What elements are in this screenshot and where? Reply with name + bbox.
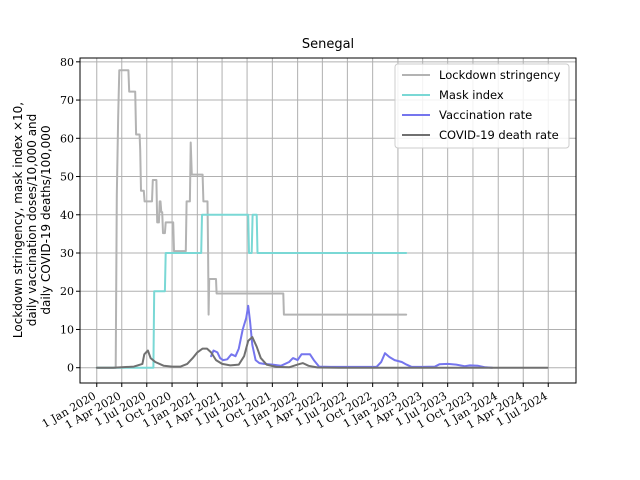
legend: Lockdown stringency Mask index Vaccinati… [394,63,570,149]
y-axis-label: Lockdown stringency, mask index ×10, dai… [11,102,53,338]
series-line-mask-index [95,213,408,369]
chart-title: Senegal [302,37,354,52]
y-tick-label: 60 [60,132,74,145]
plot-frame [79,57,577,384]
series-line-lockdown-stringency [95,69,408,369]
series-layer [95,69,549,369]
series-line-covid-19-death-rate [95,336,549,369]
y-axis-label-line-3: daily COVID-19 deaths/100,000 [39,125,53,314]
y-tick-label: 70 [60,94,74,107]
legend-item-mask: Mask index [402,88,504,102]
legend-label-deaths: COVID-19 death rate [439,128,559,142]
y-tick-label: 10 [60,323,74,336]
y-tick-label: 20 [60,285,74,298]
legend-label-mask: Mask index [439,88,504,102]
y-axis: 0 10 20 30 40 50 60 70 80 [60,56,80,375]
legend-item-deaths: COVID-19 death rate [402,128,559,142]
y-tick-label: 0 [67,362,74,375]
y-tick-label: 80 [60,56,74,69]
legend-label-vaccination: Vaccination rate [439,108,532,122]
y-axis-label-line-2: daily vaccination doses/10,000 and [25,114,39,327]
legend-item-lockdown: Lockdown stringency [402,68,561,82]
y-tick-label: 30 [60,247,74,260]
series-line-vaccination-rate [210,304,494,369]
legend-box [394,63,570,149]
y-axis-label-line-1: Lockdown stringency, mask index ×10, [11,102,25,338]
legend-label-lockdown: Lockdown stringency [439,68,561,82]
y-tick-label: 50 [60,171,74,184]
legend-item-vaccination: Vaccination rate [402,108,532,122]
y-tick-label: 40 [60,209,74,222]
